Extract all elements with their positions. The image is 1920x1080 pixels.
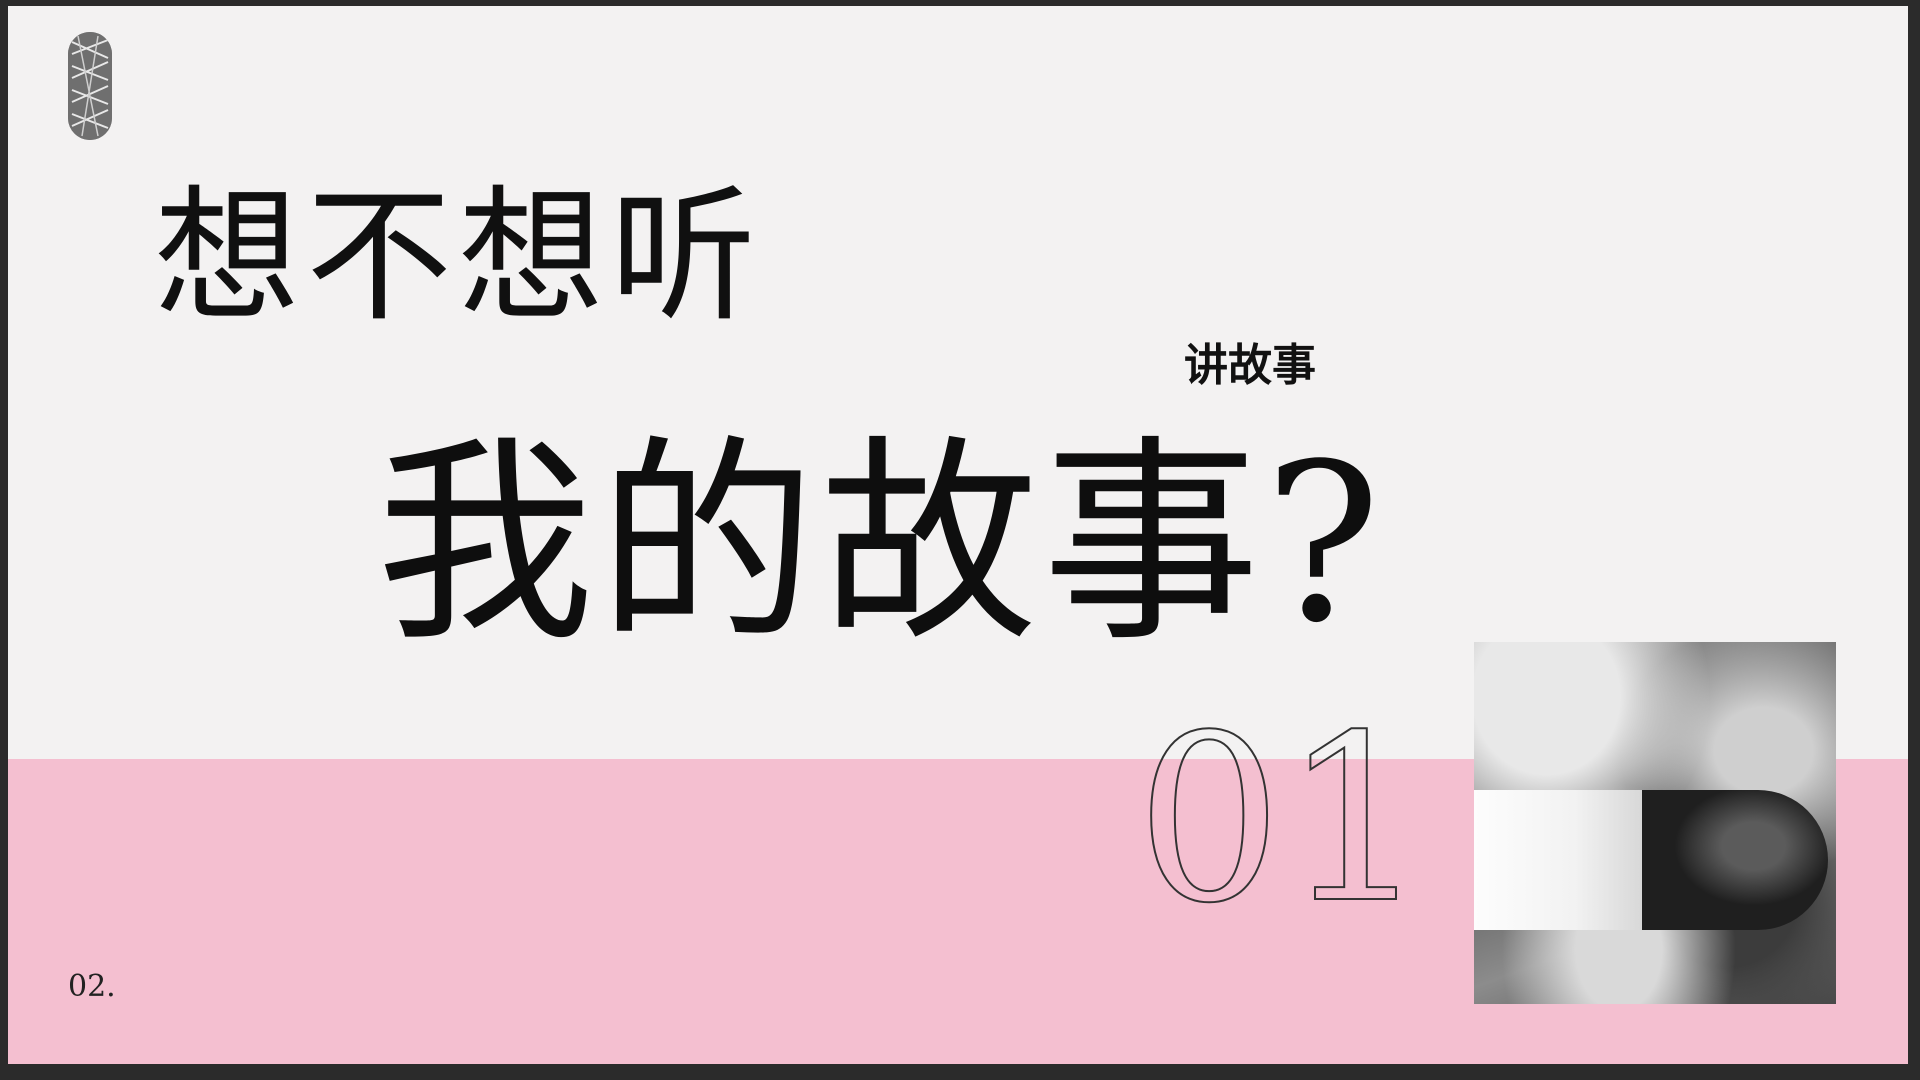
logo-icon [68,32,112,140]
subtitle-tag: 讲故事 [1184,340,1316,391]
photo-light-block [1474,790,1642,930]
headline-line-1: 想不想听 [154,172,762,342]
page-number: 02. [68,969,116,1004]
slide: 想不想听 讲故事 我的故事? 01 02. [8,6,1908,1064]
headline-line-2: 我的故事? [376,418,1385,671]
textured-photo [1474,642,1836,1004]
section-number: 01 [1135,687,1430,954]
photo-dark-pill [1642,790,1828,930]
